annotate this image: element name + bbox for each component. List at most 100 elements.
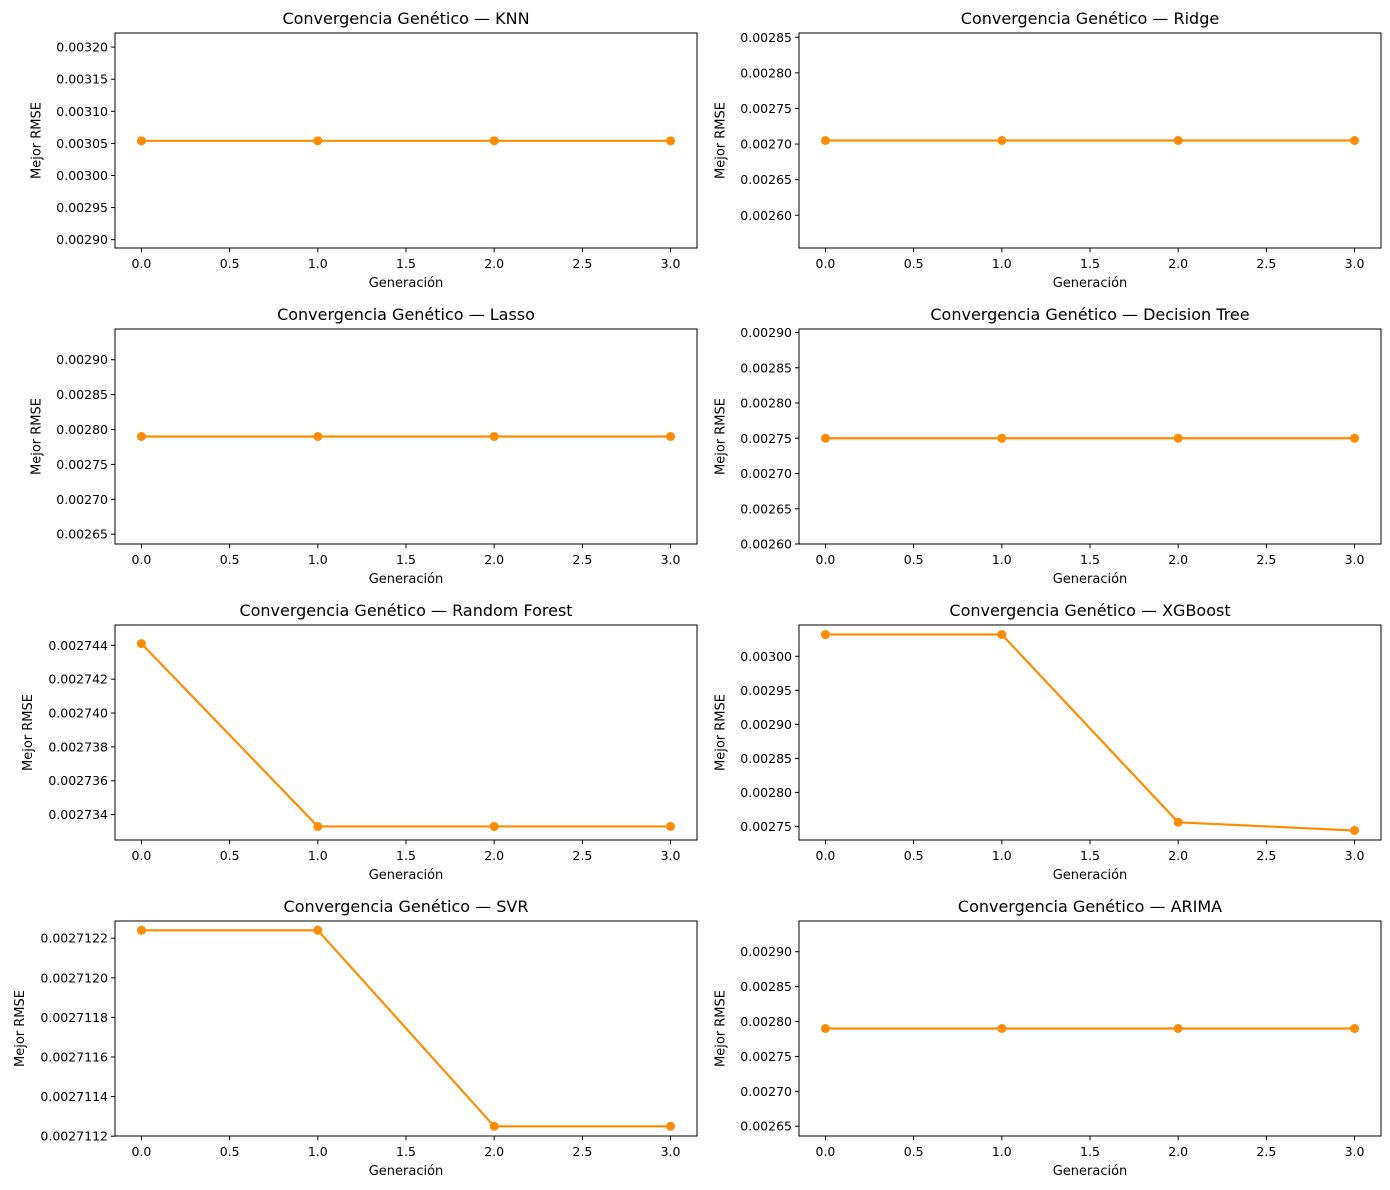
x-tick-label: 1.5 [1080,1144,1100,1159]
plot-frame [114,624,698,841]
y-tick-label: 0.00315 [56,72,108,87]
data-point [136,639,146,649]
y-tick-label: 0.00300 [56,168,108,183]
y-tick-label: 0.00320 [56,40,108,55]
y-tick-label: 0.00290 [740,717,792,732]
y-tick-label: 0.00275 [56,457,108,472]
subplot-3: Convergencia Genético — Decision Tree 0.0… [713,305,1382,587]
y-tick-label: 0.0027112 [40,1129,108,1144]
data-point [489,1121,499,1131]
series-line [141,929,671,1128]
data-point [997,136,1007,145]
data-point [1350,1024,1360,1033]
y-tick-label: 0.00275 [740,1049,792,1064]
data-point [489,136,499,146]
x-tick-label: 0.0 [132,256,152,271]
y-tick-label: 0.00275 [740,431,792,446]
x-tick-label: 3.0 [661,552,681,567]
y-tick-label: 0.00285 [740,751,792,766]
y-tick-label: 0.00280 [740,396,792,411]
x-tick-label: 3.0 [661,848,681,863]
y-tick-label: 0.00300 [740,649,792,664]
x-tick-label: 0.0 [816,552,836,567]
x-tick-label: 1.0 [308,1144,328,1159]
x-tick-label: 1.5 [1080,256,1100,271]
subplot-title: Convergencia Genético — ARIMA [958,897,1222,916]
series-line [825,633,1355,832]
x-tick-label: 3.0 [1345,552,1365,567]
y-tick-label: 0.00270 [740,466,792,481]
data-point [313,136,323,146]
x-tick-label: 2.0 [1168,848,1188,863]
y-tick-label: 0.00295 [56,200,108,215]
y-tick-label: 0.00280 [740,65,792,80]
x-tick-label: 3.0 [1345,848,1365,863]
y-tick-label: 0.00265 [56,527,108,542]
data-point [313,432,323,441]
subplot-1: Convergencia Genético — Ridge 0.0 0.5 1.0 1.… [713,9,1382,291]
x-tick-label: 2.5 [1256,848,1276,863]
x-tick-label: 2.5 [1256,1144,1276,1159]
x-tick-label: 1.0 [992,1144,1012,1159]
x-tick-label: 0.5 [220,552,240,567]
x-tick-label: 2.5 [1256,552,1276,567]
data-point [820,1024,830,1033]
x-axis-label: Generación [369,276,444,291]
x-tick-label: 0.5 [220,256,240,271]
plot-frame [798,624,1382,841]
x-tick-label: 2.0 [1168,256,1188,271]
subplot-7: Convergencia Genético — ARIMA 0.0 0.5 1.0 1.… [713,897,1382,1179]
x-tick-label: 0.0 [132,1144,152,1159]
y-tick-label: 0.0027120 [40,970,108,985]
y-tick-label: 0.00260 [740,537,792,552]
y-tick-label: 0.002740 [48,706,108,721]
y-tick-label: 0.00265 [740,1119,792,1134]
data-point [1173,1024,1183,1033]
x-tick-label: 2.0 [484,1144,504,1159]
x-tick-label: 2.5 [572,256,592,271]
x-tick-label: 1.0 [992,848,1012,863]
x-tick-label: 3.0 [1345,256,1365,271]
x-axis-label: Generación [1053,1164,1128,1179]
x-tick-label: 0.5 [220,848,240,863]
data-point [313,925,323,935]
y-tick-label: 0.00265 [740,501,792,516]
data-point [1173,817,1183,827]
x-tick-label: 2.0 [484,552,504,567]
y-axis-label: Mejor RMSE [29,398,44,475]
subplot-title: Convergencia Genético — Lasso [277,305,535,324]
data-point [313,821,323,831]
x-tick-label: 0.5 [904,256,924,271]
x-tick-label: 0.0 [816,1144,836,1159]
y-axis-label: Mejor RMSE [713,398,728,475]
data-point [666,1121,676,1131]
subplot-title: Convergencia Genético — Ridge [961,9,1219,28]
y-axis-label: Mejor RMSE [21,694,36,771]
x-tick-label: 0.5 [220,1144,240,1159]
y-tick-label: 0.002744 [48,638,108,653]
subplot-title: Convergencia Genético — XGBoost [949,601,1230,620]
y-axis-label: Mejor RMSE [29,102,44,179]
x-tick-label: 1.0 [308,256,328,271]
data-point [136,136,146,146]
data-point [136,925,146,935]
subplot-title: Convergencia Genético — SVR [284,897,529,916]
plot-frame [798,328,1382,545]
x-axis-label: Generación [1053,868,1128,883]
subplot-5: Convergencia Genético — XGBoost 0.0 0.5 1.0… [713,601,1382,883]
x-tick-label: 3.0 [1345,1144,1365,1159]
y-tick-label: 0.00270 [56,492,108,507]
data-point [489,821,499,831]
y-tick-label: 0.002736 [48,773,108,788]
x-tick-label: 1.0 [992,256,1012,271]
x-tick-label: 2.5 [572,1144,592,1159]
x-tick-label: 1.5 [396,848,416,863]
y-tick-label: 0.002738 [48,739,108,754]
data-point [666,821,676,831]
y-tick-label: 0.00290 [740,944,792,959]
x-tick-label: 0.5 [904,1144,924,1159]
x-tick-label: 0.0 [132,552,152,567]
y-tick-label: 0.00285 [740,979,792,994]
y-axis-label: Mejor RMSE [713,990,728,1067]
y-tick-label: 0.00280 [740,1014,792,1029]
